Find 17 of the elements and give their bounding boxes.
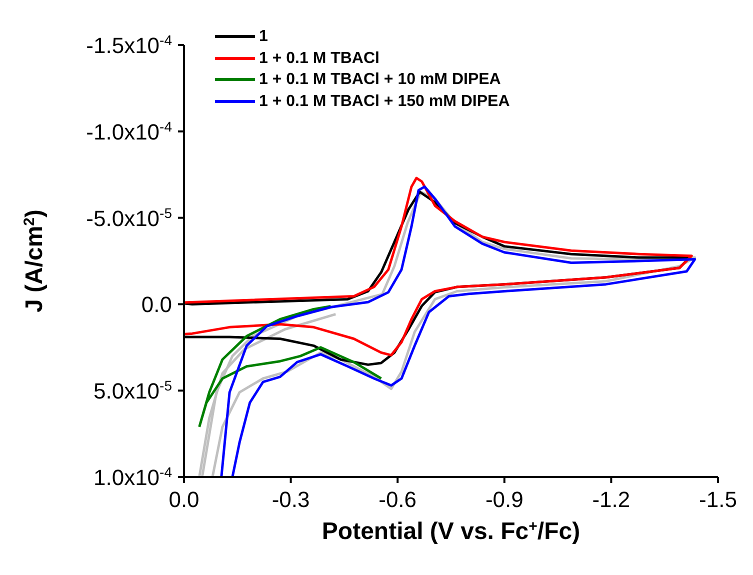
y-tick-label: -5.0x10$^{-5}$ bbox=[86, 204, 172, 231]
x-tick-label: -1.5 bbox=[699, 487, 737, 512]
y-tick-label: -1.5x10$^{-4}$ bbox=[86, 32, 172, 58]
y-tick-label: 1.0x10$^{-4}$ bbox=[93, 464, 172, 490]
x-tick-label: 0.0 bbox=[168, 487, 200, 512]
x-tick-label: -0.9 bbox=[485, 487, 524, 512]
y-tick-label: 5.0x10$^{-5}$ bbox=[93, 378, 172, 404]
x-tick-label: -0.3 bbox=[272, 487, 310, 512]
legend-label: 1 + 0.1 M TBACl bbox=[259, 48, 380, 68]
y-tick-label: 0.0 bbox=[141, 292, 172, 318]
legend-label: 1 bbox=[259, 27, 268, 47]
x-tick-label: -1.2 bbox=[592, 487, 630, 512]
legend-label: 1 + 0.1 M TBACl + 150 mM DIPEA bbox=[259, 92, 510, 112]
x-tick-label: -0.6 bbox=[378, 487, 417, 512]
legend-label: 1 + 0.1 M TBACl + 10 mM DIPEA bbox=[259, 70, 501, 90]
y-tick-label: -1.0x10$^{-4}$ bbox=[86, 118, 172, 144]
x-axis-title: Potential (V vs. Fc$^{+}$/Fc) bbox=[322, 518, 580, 545]
